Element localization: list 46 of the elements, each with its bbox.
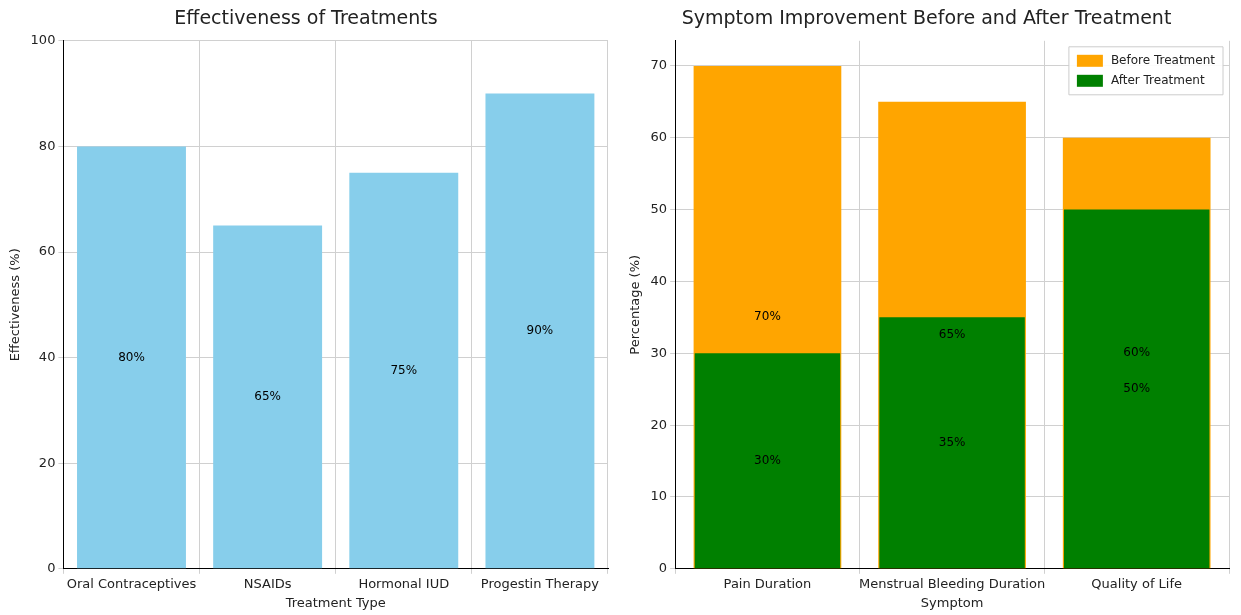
x-tick-label: Quality of Life — [1091, 575, 1183, 591]
y-tick-label: 70 — [650, 57, 668, 73]
data-label: 30% — [754, 453, 781, 468]
bar — [349, 172, 459, 569]
x-axis-title: Symptom — [920, 594, 984, 610]
data-label: 65% — [938, 327, 966, 342]
data-label: 70% — [754, 309, 781, 324]
data-label: 80% — [118, 349, 145, 364]
x-tick-label: Pain Duration — [723, 575, 812, 591]
bar — [213, 225, 323, 569]
y-axis-title: Effectiveness (%) — [7, 248, 23, 362]
legend-label: After Treatment — [1110, 72, 1205, 87]
y-axis-title: Percentage (%) — [627, 254, 643, 355]
y-tick-label: 20 — [650, 416, 668, 432]
bar — [879, 317, 1025, 569]
bar — [485, 93, 595, 569]
bar — [1063, 209, 1210, 569]
y-tick-label: 20 — [38, 454, 56, 470]
x-tick-label: Oral Contraceptives — [66, 575, 197, 591]
data-label: 90% — [526, 323, 554, 338]
y-tick-label: 30 — [650, 344, 668, 360]
x-axis-title: Treatment Type — [284, 594, 386, 610]
y-tick-label: 0 — [658, 560, 668, 576]
bar — [694, 353, 841, 569]
x-tick-label: Hormonal IUD — [358, 575, 450, 591]
y-tick-label: 60 — [650, 129, 668, 145]
chart-title: Symptom Improvement Before and After Treatment — [681, 6, 1172, 29]
y-tick-label: 0 — [47, 560, 56, 576]
data-label: 50% — [1123, 381, 1151, 396]
x-tick-label: Menstrual Bleeding Duration — [859, 575, 1046, 591]
x-tick-label: Progestin Therapy — [480, 575, 600, 591]
data-label: 75% — [390, 362, 418, 377]
data-label: 60% — [1123, 345, 1151, 360]
y-tick-label: 100 — [30, 32, 56, 48]
y-tick-label: 80 — [38, 137, 56, 153]
legend-label: Before Treatment — [1110, 52, 1216, 67]
chart-title: Effectiveness of Treatments — [174, 6, 438, 29]
y-tick-label: 60 — [38, 243, 56, 259]
y-tick-label: 40 — [650, 272, 668, 288]
x-tick-label: NSAIDs — [243, 575, 292, 591]
data-label: 35% — [938, 435, 966, 450]
y-tick-label: 50 — [650, 200, 668, 216]
data-label: 65% — [254, 389, 281, 404]
y-tick-label: 40 — [38, 348, 56, 364]
y-tick-label: 10 — [650, 488, 668, 504]
bar — [77, 146, 186, 569]
